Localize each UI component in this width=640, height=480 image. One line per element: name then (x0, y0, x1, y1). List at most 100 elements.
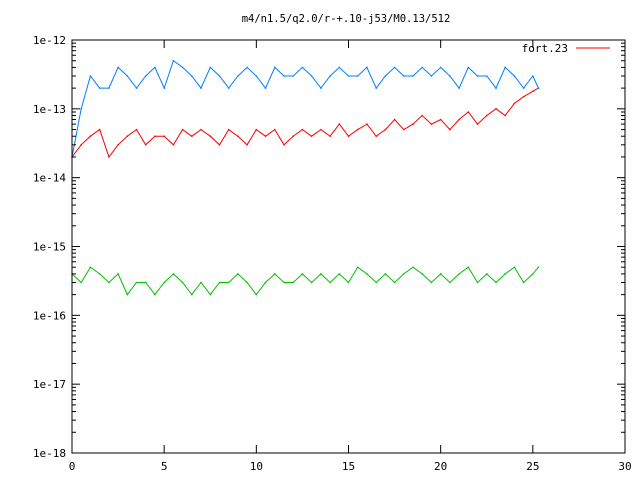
series-1-point (154, 66, 156, 69)
series-0-point (458, 118, 460, 121)
series-1-point (384, 75, 387, 77)
series-1-point (467, 66, 470, 69)
series-0-point (246, 144, 248, 146)
series-2-point (347, 281, 350, 284)
series-2-point (476, 281, 479, 284)
series-2-point (135, 281, 138, 284)
series-0-point (108, 156, 110, 158)
series-2-point (537, 266, 540, 269)
series-2-point (246, 281, 248, 284)
series-0-point (237, 135, 239, 137)
series-2-point (310, 281, 313, 284)
series-0-point (310, 135, 313, 137)
series-0-point (191, 135, 193, 137)
series-0-point (292, 135, 295, 137)
y-tick-label: 1e-16 (33, 309, 66, 322)
series-2-point (292, 281, 295, 284)
legend: fort.23 (522, 42, 610, 55)
series-2-point (338, 273, 341, 275)
series-0-point (200, 128, 202, 131)
series-1-point (439, 66, 442, 69)
series-2-point (163, 281, 165, 284)
chart-title: m4/n1.5/q2.0/r-+.10-j53/M0.13/512 (242, 13, 451, 25)
series-1-point (504, 66, 507, 69)
series-0-point (439, 118, 442, 121)
series-2-point (218, 281, 221, 284)
series-0-point (117, 144, 119, 146)
x-tick-labels: 0 5 10 15 20 25 30 (69, 460, 632, 473)
series-2-point (495, 281, 497, 284)
series-0-point (347, 135, 350, 137)
series-2-point (375, 281, 378, 284)
series-2-point (126, 293, 129, 296)
series-1-point (320, 87, 322, 89)
series-2-point (513, 266, 516, 269)
series-0-point (486, 114, 488, 117)
series-1-point (430, 75, 433, 77)
series-0-point (403, 128, 405, 131)
series-0-point (421, 114, 424, 117)
series-1-point (264, 87, 267, 89)
series-1-point (209, 66, 212, 69)
series-2-point (283, 281, 285, 284)
y-tick-label: 1e-17 (33, 378, 66, 391)
series-2-point (384, 273, 387, 275)
series-0-point (393, 118, 396, 121)
series-1-point (495, 87, 497, 89)
x-tick-label: 5 (161, 460, 168, 473)
y-tick-label: 1e-15 (33, 241, 66, 254)
series-1-point (458, 87, 460, 89)
series-line-0 (71, 87, 539, 158)
y-tick-label: 1e-18 (33, 447, 66, 460)
series-1-point (218, 75, 221, 77)
series-1-point (135, 87, 138, 89)
series-2-point (439, 273, 442, 275)
y-tick-label: 1e-12 (33, 34, 66, 47)
series-1-point (537, 87, 540, 89)
series-0-point (163, 135, 165, 137)
series-2-point (80, 281, 82, 284)
series-2-point (172, 273, 175, 275)
series-0-point (274, 128, 276, 131)
series-0-point (283, 144, 285, 146)
series-0-point (522, 95, 525, 98)
x-tick-label: 25 (526, 460, 539, 473)
series-2-point (209, 293, 212, 296)
series-2-point (227, 281, 230, 284)
series-1-point (476, 75, 479, 77)
x-tick-label: 10 (250, 460, 263, 473)
series-1-point (98, 87, 101, 89)
series-1-point (191, 75, 193, 77)
series-0-point (476, 123, 479, 125)
series-2-point (421, 273, 424, 275)
series-0-point (366, 123, 368, 125)
series-0-point (209, 135, 212, 137)
series-1-point (227, 87, 230, 89)
series-2-point (320, 273, 322, 275)
series-0-point (430, 123, 433, 125)
series-2-point (264, 281, 267, 284)
series-0-point (495, 108, 497, 110)
series-1-point (393, 66, 396, 69)
series-2-point (329, 281, 331, 284)
series-0-point (154, 135, 156, 137)
series-0-point (504, 114, 507, 117)
series-1-point (144, 75, 147, 77)
series-1-point (80, 108, 82, 110)
y-tick-label: 1e-14 (33, 172, 66, 185)
series-2-point (181, 281, 184, 284)
series-0-point (329, 135, 331, 137)
series-2-point (98, 273, 101, 275)
series-0-point (98, 128, 101, 131)
series-1-point (89, 75, 92, 77)
series-1-point (486, 75, 488, 77)
series-1-point (181, 66, 184, 69)
series-0-point (181, 128, 184, 131)
series-1-point (246, 66, 248, 69)
series-0-point (356, 128, 359, 131)
series-0-point (467, 111, 470, 113)
series-0-point (320, 128, 322, 131)
x-tick-label: 20 (434, 460, 447, 473)
series-2-point (191, 293, 193, 296)
